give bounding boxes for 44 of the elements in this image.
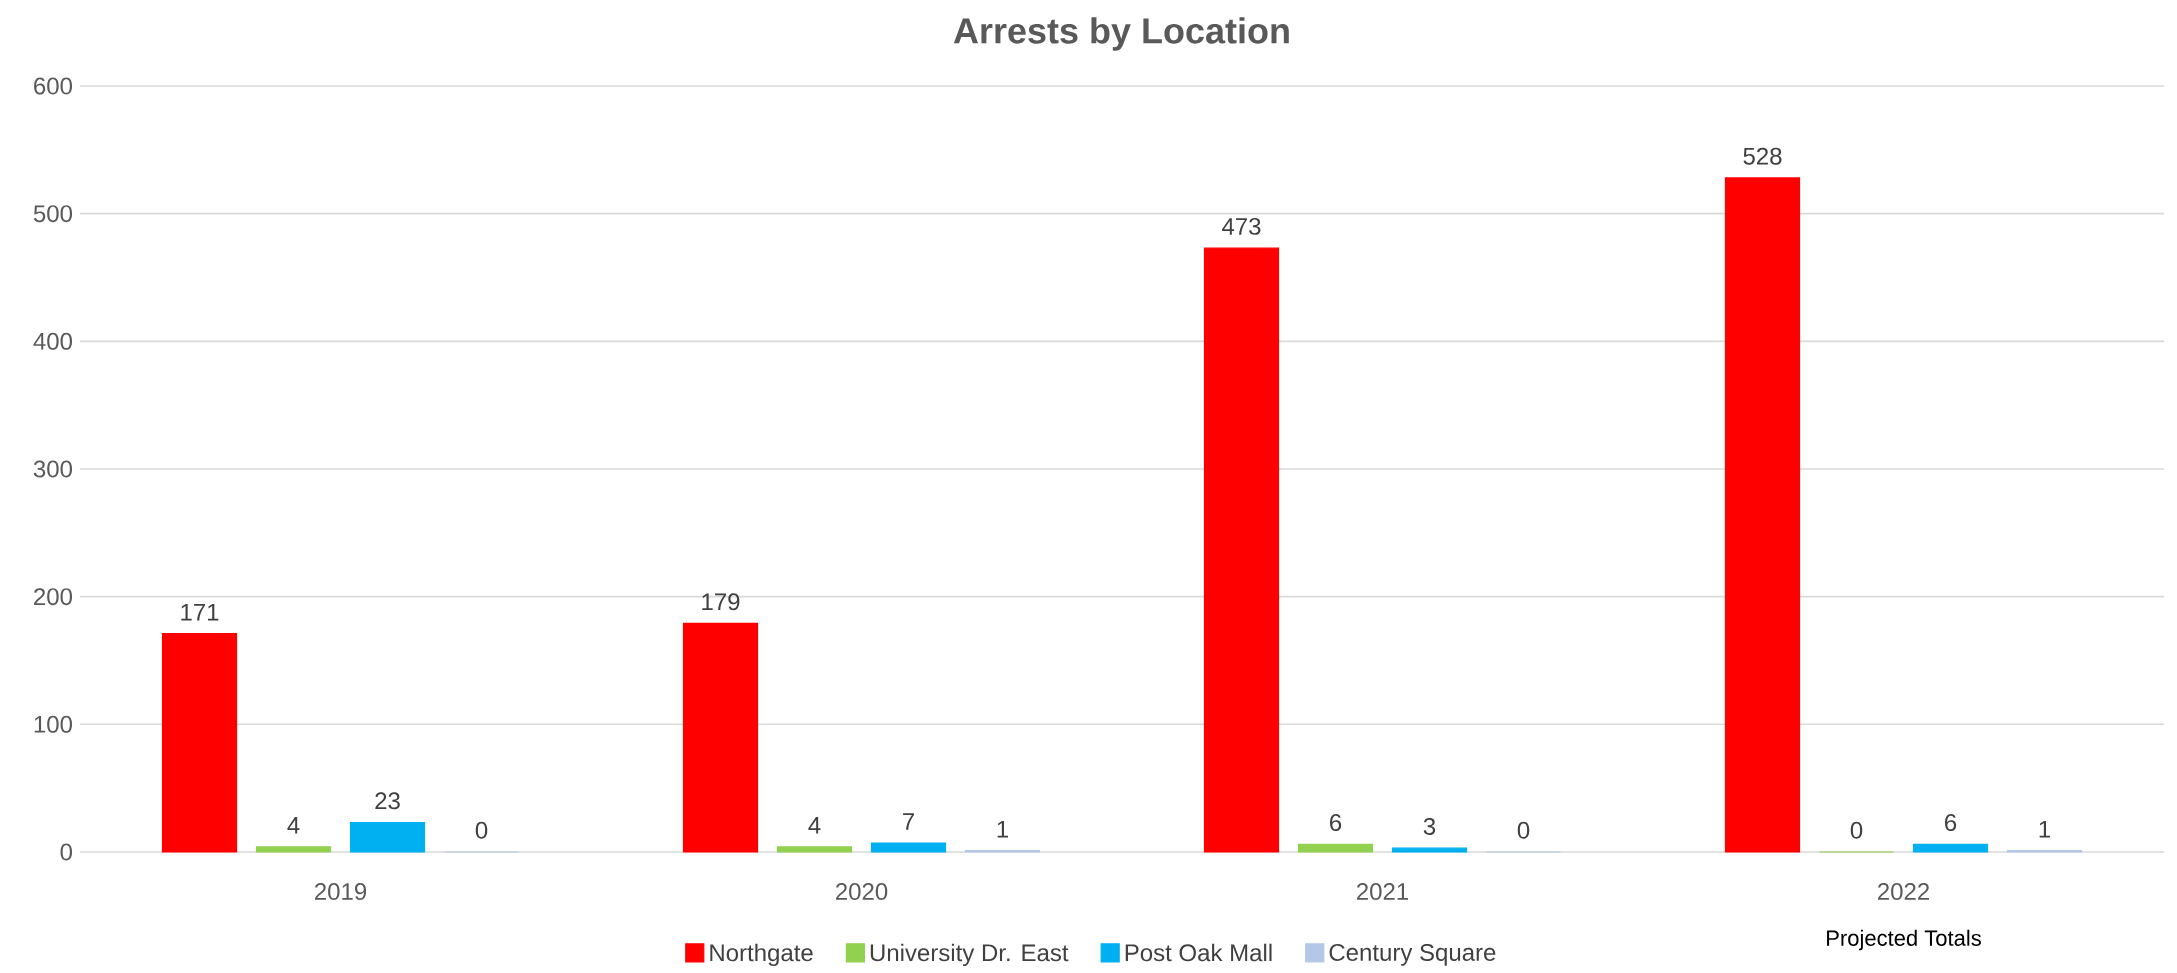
- y-tick-label: 0: [60, 843, 73, 861]
- data-label: 528: [1743, 147, 1782, 165]
- bar: [682, 622, 759, 853]
- data-label: 1: [997, 820, 1009, 838]
- data-label: 6: [1330, 814, 1342, 832]
- bar: [349, 822, 426, 853]
- bar: [161, 633, 238, 853]
- legend-label: Century Square: [1329, 943, 1496, 966]
- bar: [776, 846, 853, 853]
- data-label: 4: [808, 817, 821, 834]
- y-tick-label: 400: [33, 332, 73, 350]
- data-label: 3: [1423, 817, 1436, 835]
- bar: [1391, 847, 1468, 853]
- x-tick-label: 2022: [1878, 883, 1929, 901]
- x-tick-label: 2019: [315, 883, 367, 901]
- data-label: 0: [1850, 821, 1863, 839]
- bar: [1297, 843, 1374, 853]
- x-tick-label: 2021: [1357, 883, 1409, 901]
- bar: [1203, 247, 1280, 853]
- bar: [1724, 177, 1801, 853]
- y-tick-label: 100: [34, 715, 73, 733]
- y-tick-label: 500: [33, 205, 73, 223]
- data-label: 7: [903, 813, 914, 830]
- data-label: 0: [1517, 821, 1530, 839]
- bar: [1912, 843, 1989, 853]
- data-label: 0: [475, 821, 488, 839]
- legend-label: Post Oak Mall: [1125, 943, 1272, 962]
- chart-title: Arrests by Location: [953, 17, 1289, 51]
- y-tick-label: 300: [33, 460, 73, 478]
- data-label: 6: [1945, 814, 1957, 832]
- data-label: 23: [375, 792, 400, 810]
- y-tick-label: 600: [34, 77, 73, 95]
- y-tick-label: 200: [34, 588, 73, 606]
- x-tick-label: 2020: [836, 883, 888, 901]
- data-label: 1: [2039, 820, 2050, 838]
- data-label: 4: [287, 817, 300, 834]
- legend-label: University Dr. East: [870, 943, 1069, 967]
- bar: [870, 842, 947, 853]
- data-label: 171: [181, 603, 219, 621]
- bar: [255, 846, 332, 853]
- text: Projected Totals: [1827, 929, 1981, 951]
- data-label: 179: [702, 593, 740, 611]
- legend-label: Northgate: [710, 943, 813, 967]
- data-label: 473: [1222, 217, 1261, 235]
